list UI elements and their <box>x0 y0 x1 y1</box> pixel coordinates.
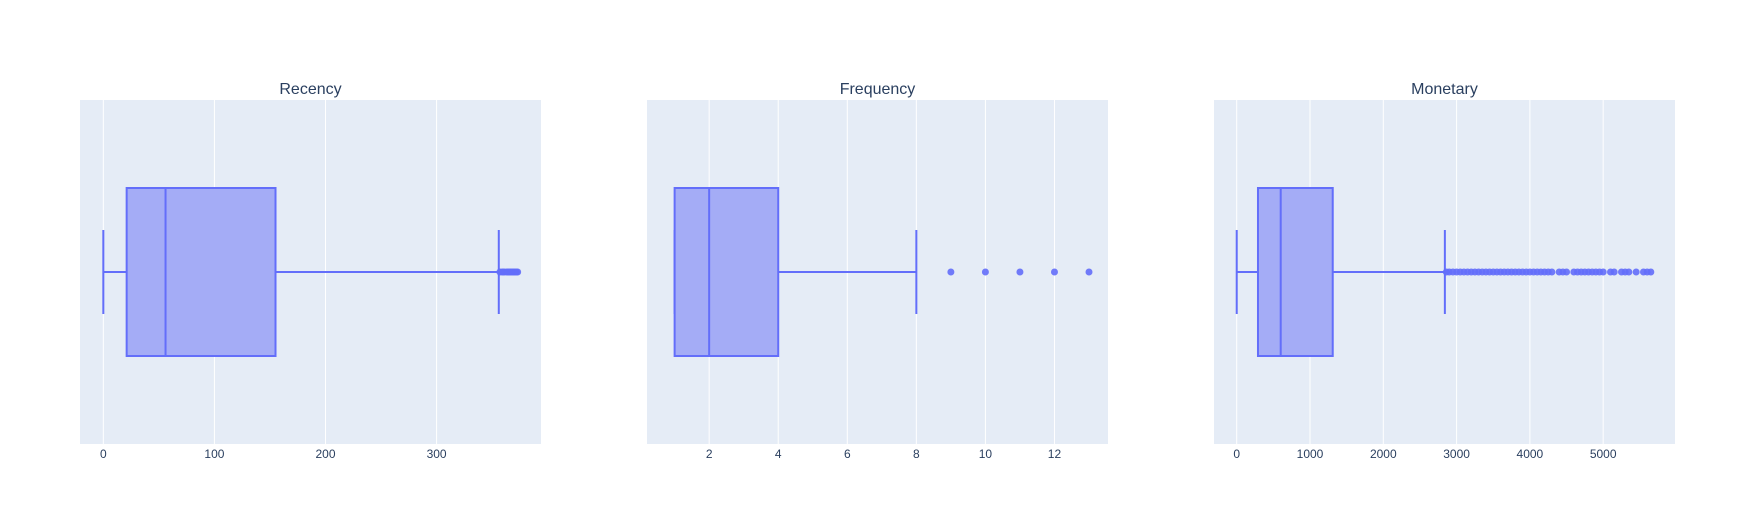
x-tick-label: 5000 <box>1590 447 1617 461</box>
outlier-point <box>981 268 989 276</box>
x-tick-label: 10 <box>979 447 993 461</box>
outlier-point <box>1085 268 1093 276</box>
outlier-point <box>514 268 522 276</box>
x-tick-label: 4 <box>775 447 782 461</box>
x-tick-label: 4000 <box>1517 447 1544 461</box>
subplot-recency: 0 100 200 300 Recency <box>80 81 541 461</box>
subplot-frequency: 2 4 6 8 10 12 Frequency <box>647 81 1108 461</box>
iqr-box <box>125 187 277 357</box>
outlier-point <box>1625 268 1633 276</box>
iqr-box <box>673 187 780 357</box>
outlier-point <box>1548 268 1556 276</box>
outlier-point <box>1610 268 1618 276</box>
x-tick-label: 6 <box>844 447 851 461</box>
x-tick-label: 8 <box>913 447 920 461</box>
outlier-point <box>1050 268 1058 276</box>
x-tick-label: 3000 <box>1443 447 1470 461</box>
x-tick-label: 0 <box>1233 447 1240 461</box>
outlier-point <box>1647 268 1655 276</box>
subplot-monetary: 0 1000 2000 3000 4000 5000 Monetary <box>1214 81 1675 461</box>
x-tick-label: 100 <box>204 447 224 461</box>
subplot-title: Recency <box>279 81 341 98</box>
outlier-point <box>1016 268 1024 276</box>
subplot-title: Frequency <box>840 81 916 98</box>
x-tick-label: 2 <box>706 447 713 461</box>
iqr-box <box>1256 187 1334 357</box>
x-tick-label: 12 <box>1048 447 1062 461</box>
x-tick-label: 1000 <box>1297 447 1324 461</box>
x-tick-label: 300 <box>427 447 447 461</box>
outlier-point <box>947 268 955 276</box>
outlier-point <box>1599 268 1607 276</box>
x-tick-label: 200 <box>315 447 335 461</box>
x-tick-label: 0 <box>100 447 107 461</box>
outlier-point <box>1563 268 1571 276</box>
subplot-title: Monetary <box>1411 81 1478 98</box>
outlier-point <box>1632 268 1640 276</box>
x-tick-label: 2000 <box>1370 447 1397 461</box>
